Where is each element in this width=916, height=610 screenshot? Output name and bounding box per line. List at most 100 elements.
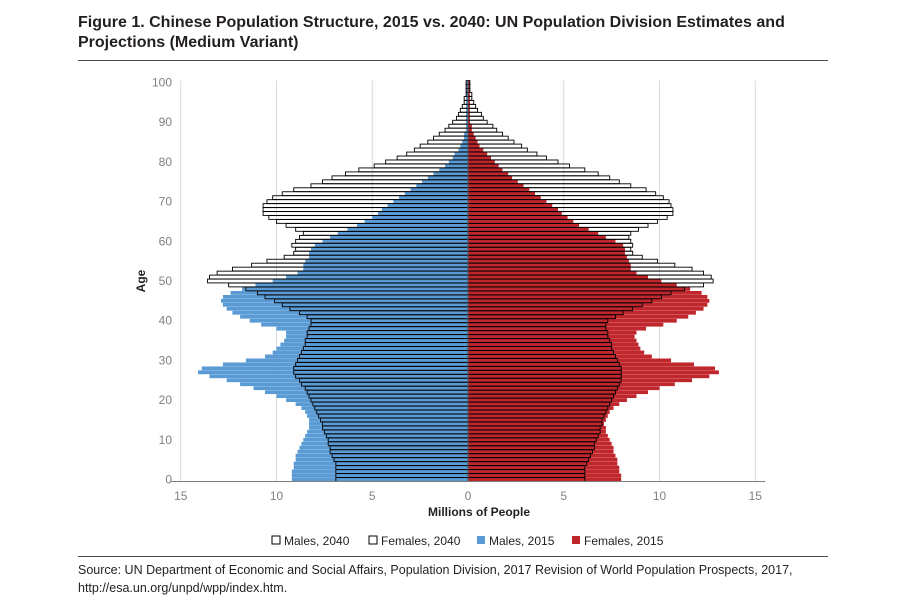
bar-males-2015 [448, 159, 468, 164]
x-tick-label: 10 [653, 489, 667, 503]
x-tick-label: 15 [174, 489, 188, 503]
bar-females-2015 [468, 342, 639, 347]
bar-females-2015 [468, 394, 637, 399]
bar-males-2015 [297, 271, 468, 275]
bar-males-2015 [458, 148, 468, 152]
bar-males-2015 [301, 406, 468, 410]
bar-males-2015 [466, 104, 468, 109]
y-tick-label: 10 [159, 433, 173, 447]
bar-females-2015 [468, 211, 562, 216]
bar-females-2015 [468, 175, 513, 180]
bar-females-2015 [468, 179, 518, 184]
bar-females-2015 [468, 425, 606, 430]
bar-females-2015 [468, 104, 470, 109]
bar-males-2015 [240, 314, 468, 319]
figure-title: Figure 1. Chinese Population Structure, … [78, 14, 785, 51]
bar-females-2015 [468, 370, 719, 375]
bar-females-2015 [468, 140, 478, 144]
bar-females-2040 [467, 115, 484, 121]
bar-females-2015 [468, 235, 606, 240]
bar-females-2015 [468, 203, 553, 208]
bar-females-2015 [468, 108, 470, 113]
y-tick-label: 20 [159, 393, 173, 407]
bar-males-2015 [393, 199, 468, 204]
legend-item: Males, 2040 [271, 534, 350, 548]
bar-females-2015 [468, 338, 637, 343]
bar-males-2015 [272, 279, 468, 283]
bar-females-2015 [468, 473, 622, 478]
bar-females-2015 [468, 469, 620, 474]
bar-females-2015 [468, 128, 472, 133]
legend-swatch-outline [271, 535, 281, 545]
bar-females-2015 [468, 148, 484, 152]
x-tick-label: 15 [749, 489, 763, 503]
bar-males-2015 [280, 342, 468, 347]
bar-females-2040 [467, 119, 488, 125]
bar-males-2040 [438, 131, 469, 137]
bar-females-2015 [468, 152, 488, 156]
bar-females-2015 [468, 449, 614, 454]
y-axis-title: Age [134, 269, 148, 292]
bar-males-2015 [240, 382, 468, 387]
bar-females-2015 [468, 402, 620, 406]
bar-males-2015 [310, 247, 468, 252]
y-tick-label: 30 [159, 353, 173, 367]
bar-females-2015 [468, 429, 606, 434]
bar-females-2015 [468, 243, 624, 248]
bar-females-2015 [468, 386, 660, 391]
bar-males-2015 [445, 163, 468, 168]
legend-label: Females, 2040 [381, 534, 461, 548]
bar-females-2015 [468, 291, 702, 295]
bar-females-2015 [468, 457, 618, 462]
y-tick-label: 70 [159, 195, 173, 209]
x-tick-label: 10 [270, 489, 284, 503]
bar-females-2015 [468, 84, 470, 89]
bar-females-2015 [468, 156, 491, 160]
x-tick-label: 5 [369, 489, 376, 503]
bar-males-2015 [265, 354, 468, 359]
title-rule [78, 60, 828, 61]
bar-males-2015 [322, 239, 468, 244]
bar-males-2015 [286, 334, 468, 339]
bar-males-2015 [291, 473, 468, 478]
bar-males-2040 [433, 135, 469, 141]
bar-females-2015 [468, 437, 610, 442]
bar-males-2015 [305, 433, 468, 438]
bar-females-2015 [468, 227, 589, 232]
bar-males-2015 [286, 330, 468, 335]
bar-females-2015 [468, 191, 536, 196]
legend-label: Males, 2015 [489, 534, 555, 548]
bar-males-2015 [276, 394, 468, 399]
bar-males-2015 [466, 92, 468, 97]
bar-males-2015 [276, 346, 468, 351]
bar-females-2015 [468, 326, 647, 331]
bar-females-2015 [468, 306, 704, 311]
bar-males-2015 [356, 223, 468, 228]
bar-males-2015 [303, 267, 468, 271]
bar-males-2015 [399, 195, 468, 200]
x-axis-title: Millions of People [428, 505, 530, 519]
bar-males-2015 [255, 283, 468, 287]
bar-females-2015 [468, 445, 614, 450]
bar-males-2015 [303, 437, 468, 442]
legend-swatch [572, 536, 580, 544]
bar-females-2015 [468, 398, 627, 403]
bar-males-2015 [295, 453, 468, 458]
bar-males-2015 [226, 306, 468, 311]
bar-females-2015 [468, 422, 604, 426]
bar-females-2015 [468, 112, 470, 117]
bar-females-2015 [468, 414, 608, 418]
bar-females-2015 [468, 279, 662, 283]
bar-males-2040 [448, 123, 469, 129]
bar-males-2040 [427, 139, 469, 145]
bar-males-2015 [466, 84, 468, 89]
bar-males-2015 [460, 144, 468, 148]
bar-males-2015 [372, 215, 468, 220]
bar-females-2015 [468, 346, 641, 351]
bar-females-2015 [468, 219, 574, 224]
bar-females-2015 [468, 310, 696, 315]
bar-males-2015 [347, 227, 468, 232]
bar-females-2040 [467, 127, 498, 133]
axes [170, 80, 766, 482]
bar-males-2015 [307, 414, 468, 418]
